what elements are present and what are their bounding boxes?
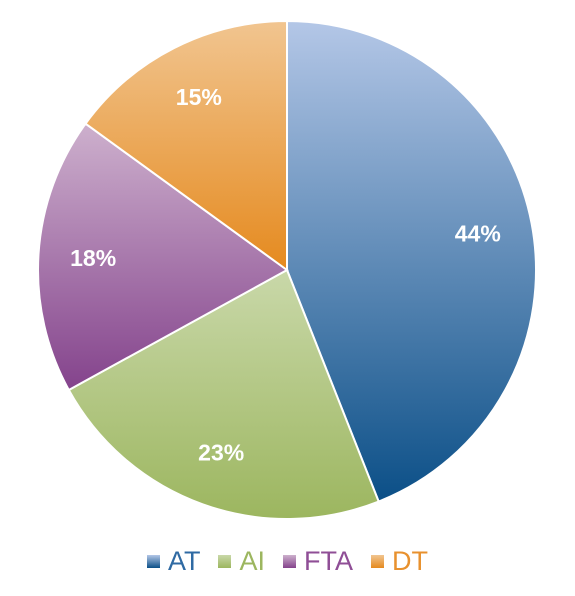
legend-label: DT [392, 545, 428, 576]
slice-label-at: 44% [455, 221, 501, 247]
legend-item-dt: DT [371, 545, 428, 576]
legend-swatch [146, 554, 160, 568]
pie-slice-dt [84, 19, 288, 272]
legend-swatch [283, 554, 296, 568]
pie-slice-ai [67, 268, 380, 520]
pie-slice-at [286, 19, 537, 503]
slice-label-dt: 15% [176, 84, 222, 110]
legend-item-ai: AI [218, 545, 265, 576]
legend-swatch [218, 554, 232, 568]
pie-slice-fta [37, 122, 289, 392]
legend-label: AT [167, 545, 201, 576]
legend: AT AI FTA DT [0, 545, 575, 577]
legend-label: FTA [304, 545, 353, 576]
slice-label-ai: 23% [198, 440, 244, 466]
legend-item-fta: FTA [283, 545, 353, 576]
legend-item-at: AT [146, 545, 201, 576]
legend-label: AI [239, 545, 265, 576]
legend-swatch [371, 554, 384, 568]
slice-label-fta: 18% [70, 245, 116, 271]
